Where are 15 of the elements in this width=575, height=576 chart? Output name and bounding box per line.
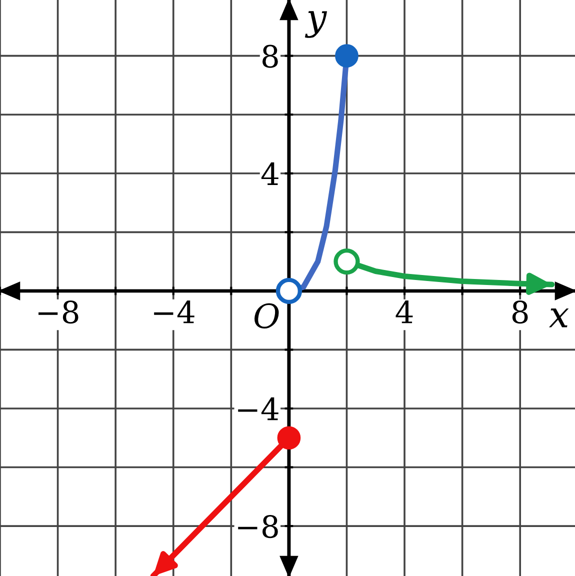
- x-tick-label: −8: [38, 300, 78, 324]
- x-axis-title: x: [548, 308, 569, 328]
- x-tick-label: 8: [512, 300, 528, 324]
- x-tick-label: −4: [154, 300, 194, 324]
- point: [277, 426, 301, 450]
- x-tick-label: 4: [396, 300, 413, 324]
- y-tick-label: −8: [238, 514, 278, 538]
- point: [335, 44, 358, 68]
- y-axis-title: y: [304, 11, 328, 38]
- point: [276, 278, 302, 304]
- y-tick-label: 8: [262, 44, 278, 68]
- y-tick-label: −4: [238, 397, 278, 420]
- point: [334, 248, 360, 275]
- annotation: O: [254, 303, 279, 328]
- y-tick-label: 4: [261, 162, 278, 185]
